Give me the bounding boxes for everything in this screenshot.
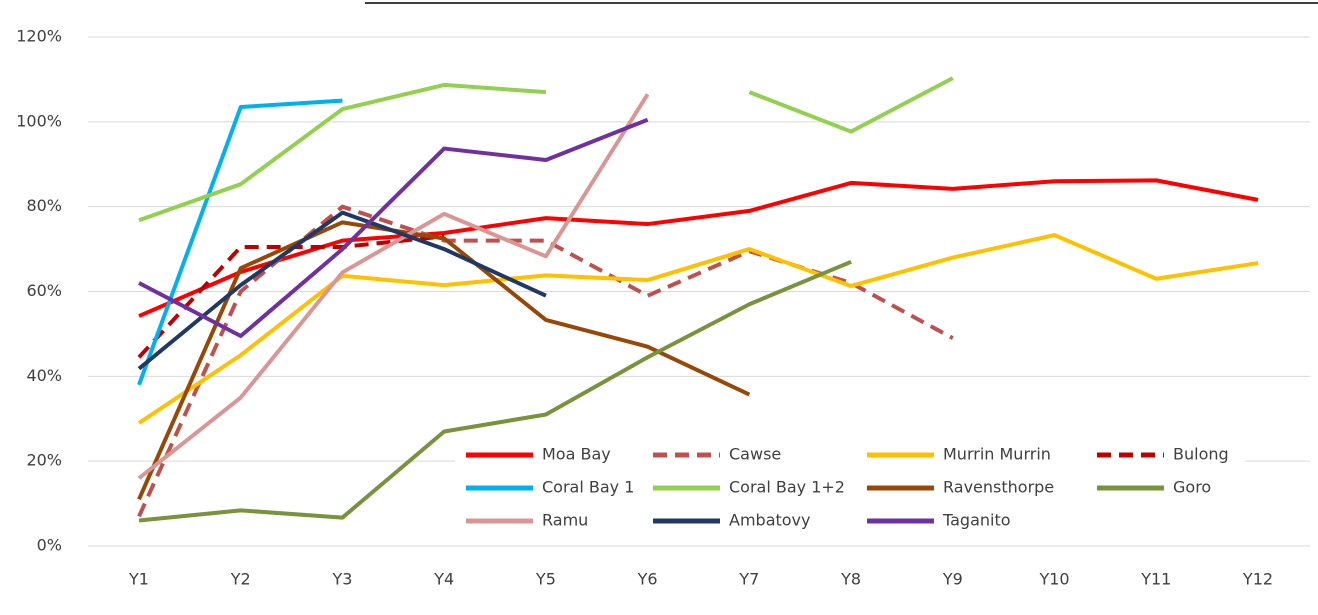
legend-label: Murrin Murrin bbox=[943, 445, 1051, 464]
x-tick-label: Y10 bbox=[1038, 570, 1069, 589]
series-line bbox=[137, 98, 343, 386]
x-tick-label: Y11 bbox=[1140, 570, 1171, 589]
y-tick-label: 0% bbox=[37, 536, 62, 555]
legend: Moa Bay Cawse Murrin Murrin Bulong Coral Bay… bbox=[455, 437, 1245, 541]
y-tick-label: 80% bbox=[26, 196, 62, 215]
series-line bbox=[137, 210, 547, 371]
x-tick-label: Y5 bbox=[535, 570, 556, 589]
y-tick-label: 20% bbox=[26, 451, 62, 470]
series-line bbox=[137, 233, 1259, 425]
legend-label: Ravensthorpe bbox=[943, 478, 1054, 497]
legend-label: Ramu bbox=[542, 511, 588, 530]
x-tick-label: Y9 bbox=[942, 570, 963, 589]
series-line bbox=[138, 259, 852, 523]
series-line bbox=[137, 93, 650, 480]
legend-label: Moa Bay bbox=[542, 445, 611, 464]
x-tick-label: Y4 bbox=[433, 570, 454, 589]
legend-label: Coral Bay 1 bbox=[542, 478, 634, 497]
y-tick-label: 60% bbox=[26, 281, 62, 300]
legend-label: Coral Bay 1+2 bbox=[729, 478, 845, 497]
x-tick-label: Y7 bbox=[738, 570, 759, 589]
y-tick-label: 120% bbox=[16, 27, 62, 46]
legend-label: Bulong bbox=[1173, 445, 1229, 464]
x-tick-label: Y6 bbox=[637, 570, 658, 589]
legend-label: Cawse bbox=[729, 445, 781, 464]
x-tick-label: Y1 bbox=[128, 570, 149, 589]
series-line bbox=[138, 117, 649, 339]
legend-label: Ambatovy bbox=[729, 511, 811, 530]
y-tick-label: 100% bbox=[16, 111, 62, 130]
x-tick-label: Y2 bbox=[230, 570, 251, 589]
series-line bbox=[137, 220, 751, 501]
x-tick-label: Y12 bbox=[1242, 570, 1273, 589]
y-tick-label: 40% bbox=[26, 366, 62, 385]
legend-label: Taganito bbox=[942, 511, 1011, 530]
x-tick-label: Y3 bbox=[331, 570, 352, 589]
series-line bbox=[138, 178, 1259, 318]
legend-label: Goro bbox=[1173, 478, 1211, 497]
series-line bbox=[138, 76, 954, 223]
x-tick-label: Y8 bbox=[840, 570, 861, 589]
